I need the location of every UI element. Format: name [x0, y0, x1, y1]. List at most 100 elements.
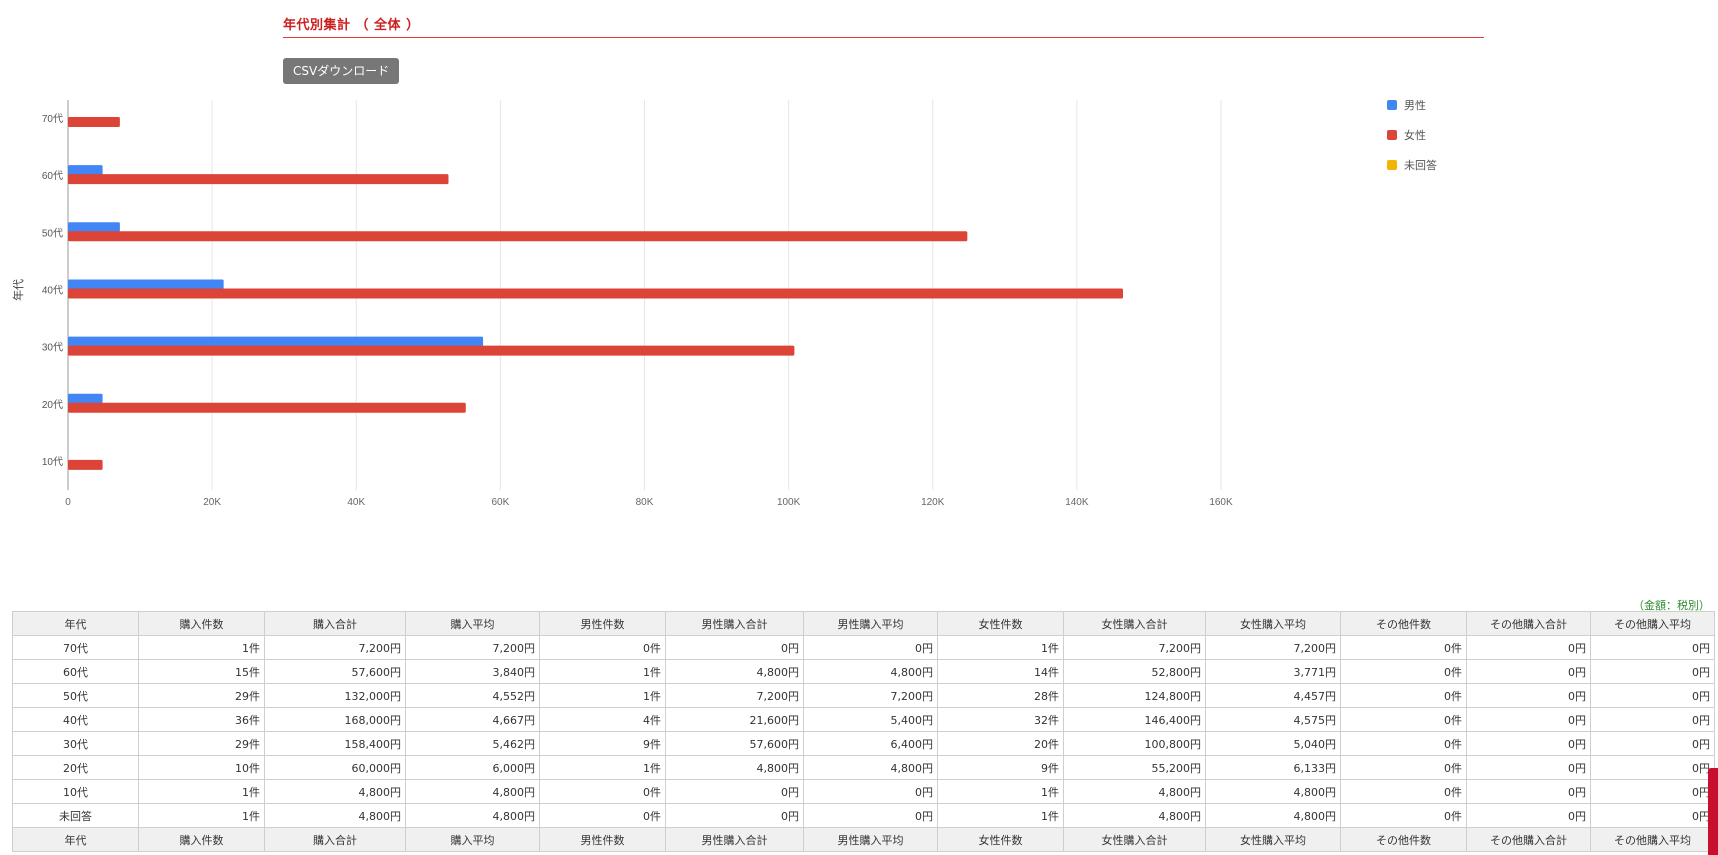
table-cell: 0円 [1590, 803, 1715, 828]
table-cell: 36件 [138, 707, 265, 732]
table-row: 50代 29件 132,000円 4,552円 1件 7,200円 7,200円 28件 124… [12, 683, 1715, 708]
bar-female[interactable] [68, 402, 466, 413]
column-header: 男性購入合計 [665, 611, 804, 636]
table-cell: 4,800円 [264, 803, 406, 828]
table-cell: 9件 [539, 731, 666, 756]
table-cell: 4,552円 [405, 683, 540, 708]
age-group-cell: 40代 [12, 707, 139, 732]
table-cell: 0円 [665, 803, 804, 828]
age-group-cell: 未回答 [12, 803, 139, 828]
x-tick-label: 120K [921, 497, 945, 508]
bar-male[interactable] [68, 222, 120, 233]
column-header: その他件数 [1340, 827, 1467, 852]
table-cell: 4,800円 [1063, 803, 1206, 828]
table-cell: 4,800円 [1205, 779, 1341, 804]
table-row: 10代 1件 4,800円 4,800円 0件 0円 0円 1件 4,800円 4,800円 0件 0… [12, 779, 1715, 804]
age-group-cell: 10代 [12, 779, 139, 804]
column-header: 購入件数 [138, 611, 265, 636]
table-row: 40代 36件 168,000円 4,667円 4件 21,600円 5,400円 32件 14… [12, 707, 1715, 732]
x-tick-label: 40K [347, 497, 365, 508]
table-cell: 4,800円 [1205, 803, 1341, 828]
table-cell: 1件 [539, 683, 666, 708]
side-feedback-tab[interactable] [1708, 768, 1718, 855]
table-cell: 29件 [138, 683, 265, 708]
bar-female[interactable] [68, 288, 1123, 299]
column-header: その他件数 [1340, 611, 1467, 636]
bar-male[interactable] [68, 393, 103, 404]
y-axis-title: 年代 [11, 279, 25, 301]
column-header: 購入合計 [264, 611, 406, 636]
legend-label: 男性 [1404, 100, 1426, 112]
table-cell: 0件 [1340, 707, 1467, 732]
table-cell: 20件 [937, 731, 1064, 756]
table-cell: 7,200円 [264, 635, 406, 660]
table-cell: 5,040円 [1205, 731, 1341, 756]
column-header: 男性購入平均 [803, 611, 938, 636]
table-cell: 0円 [665, 635, 804, 660]
bar-female[interactable] [68, 459, 103, 470]
table-cell: 1件 [539, 659, 666, 684]
table-cell: 0件 [1340, 683, 1467, 708]
legend-swatch [1387, 130, 1397, 140]
csv-download-button[interactable]: CSVダウンロード [283, 58, 400, 84]
table-cell: 4,800円 [405, 779, 540, 804]
table-footer-row: 年代 購入件数 購入合計 購入平均 男性件数 男性購入合計 男性購入平均 女性件数 女性購入合計… [12, 827, 1715, 852]
table-cell: 0円 [803, 803, 938, 828]
bar-female[interactable] [68, 174, 449, 185]
bar-female[interactable] [68, 117, 120, 127]
x-tick-label: 100K [777, 497, 801, 508]
column-header: 女性件数 [937, 611, 1064, 636]
table-cell: 7,200円 [665, 683, 804, 708]
table-cell: 5,400円 [803, 707, 938, 732]
table-cell: 158,400円 [264, 731, 406, 756]
table-cell: 4,800円 [405, 803, 540, 828]
column-header: 年代 [12, 827, 139, 852]
bar-female[interactable] [68, 231, 968, 242]
bar-male[interactable] [68, 336, 484, 347]
x-tick-label: 20K [203, 497, 221, 508]
column-header: 購入平均 [405, 611, 540, 636]
y-tick-label: 20代 [42, 399, 63, 411]
table-cell: 0円 [1466, 707, 1591, 732]
table-cell: 4,800円 [665, 659, 804, 684]
table-cell: 1件 [937, 779, 1064, 804]
table-cell: 0円 [1466, 803, 1591, 828]
table-cell: 57,600円 [665, 731, 804, 756]
table-cell: 1件 [138, 635, 265, 660]
legend-label: 女性 [1404, 128, 1426, 142]
column-header: 購入件数 [138, 827, 265, 852]
table-cell: 3,840円 [405, 659, 540, 684]
table-cell: 124,800円 [1063, 683, 1206, 708]
table-cell: 32件 [937, 707, 1064, 732]
column-header: 男性件数 [539, 827, 666, 852]
table-cell: 7,200円 [1205, 635, 1341, 660]
table-cell: 4,800円 [1063, 779, 1206, 804]
table-cell: 0件 [1340, 659, 1467, 684]
table-cell: 0円 [1590, 779, 1715, 804]
column-header: 購入合計 [264, 827, 406, 852]
table-cell: 1件 [138, 779, 265, 804]
table-cell: 1件 [138, 803, 265, 828]
table-cell: 14件 [937, 659, 1064, 684]
age-group-cell: 20代 [12, 755, 139, 780]
column-header: その他購入平均 [1590, 611, 1715, 636]
table-cell: 0円 [1466, 659, 1591, 684]
table-cell: 28件 [937, 683, 1064, 708]
table-cell: 0円 [1466, 755, 1591, 780]
table-cell: 146,400円 [1063, 707, 1206, 732]
x-tick-label: 80K [636, 497, 654, 508]
column-header: 女性購入合計 [1063, 611, 1206, 636]
column-header: 男性件数 [539, 611, 666, 636]
table-cell: 1件 [937, 635, 1064, 660]
table-cell: 0件 [539, 635, 666, 660]
table-row: 未回答 1件 4,800円 4,800円 0件 0円 0円 1件 4,800円 4,800円 0件 0… [12, 803, 1715, 828]
y-tick-label: 30代 [42, 342, 63, 354]
age-bar-chart: 0 20K 40K 60K 80K 100K 120K 140K 160K 年代 70代 60代 50代… [11, 100, 1437, 508]
bar-female[interactable] [68, 345, 795, 356]
bar-male[interactable] [68, 165, 103, 176]
bar-male[interactable] [68, 279, 224, 290]
table-cell: 57,600円 [264, 659, 406, 684]
table-cell: 1件 [539, 755, 666, 780]
age-group-cell: 60代 [12, 659, 139, 684]
table-cell: 0円 [803, 779, 938, 804]
